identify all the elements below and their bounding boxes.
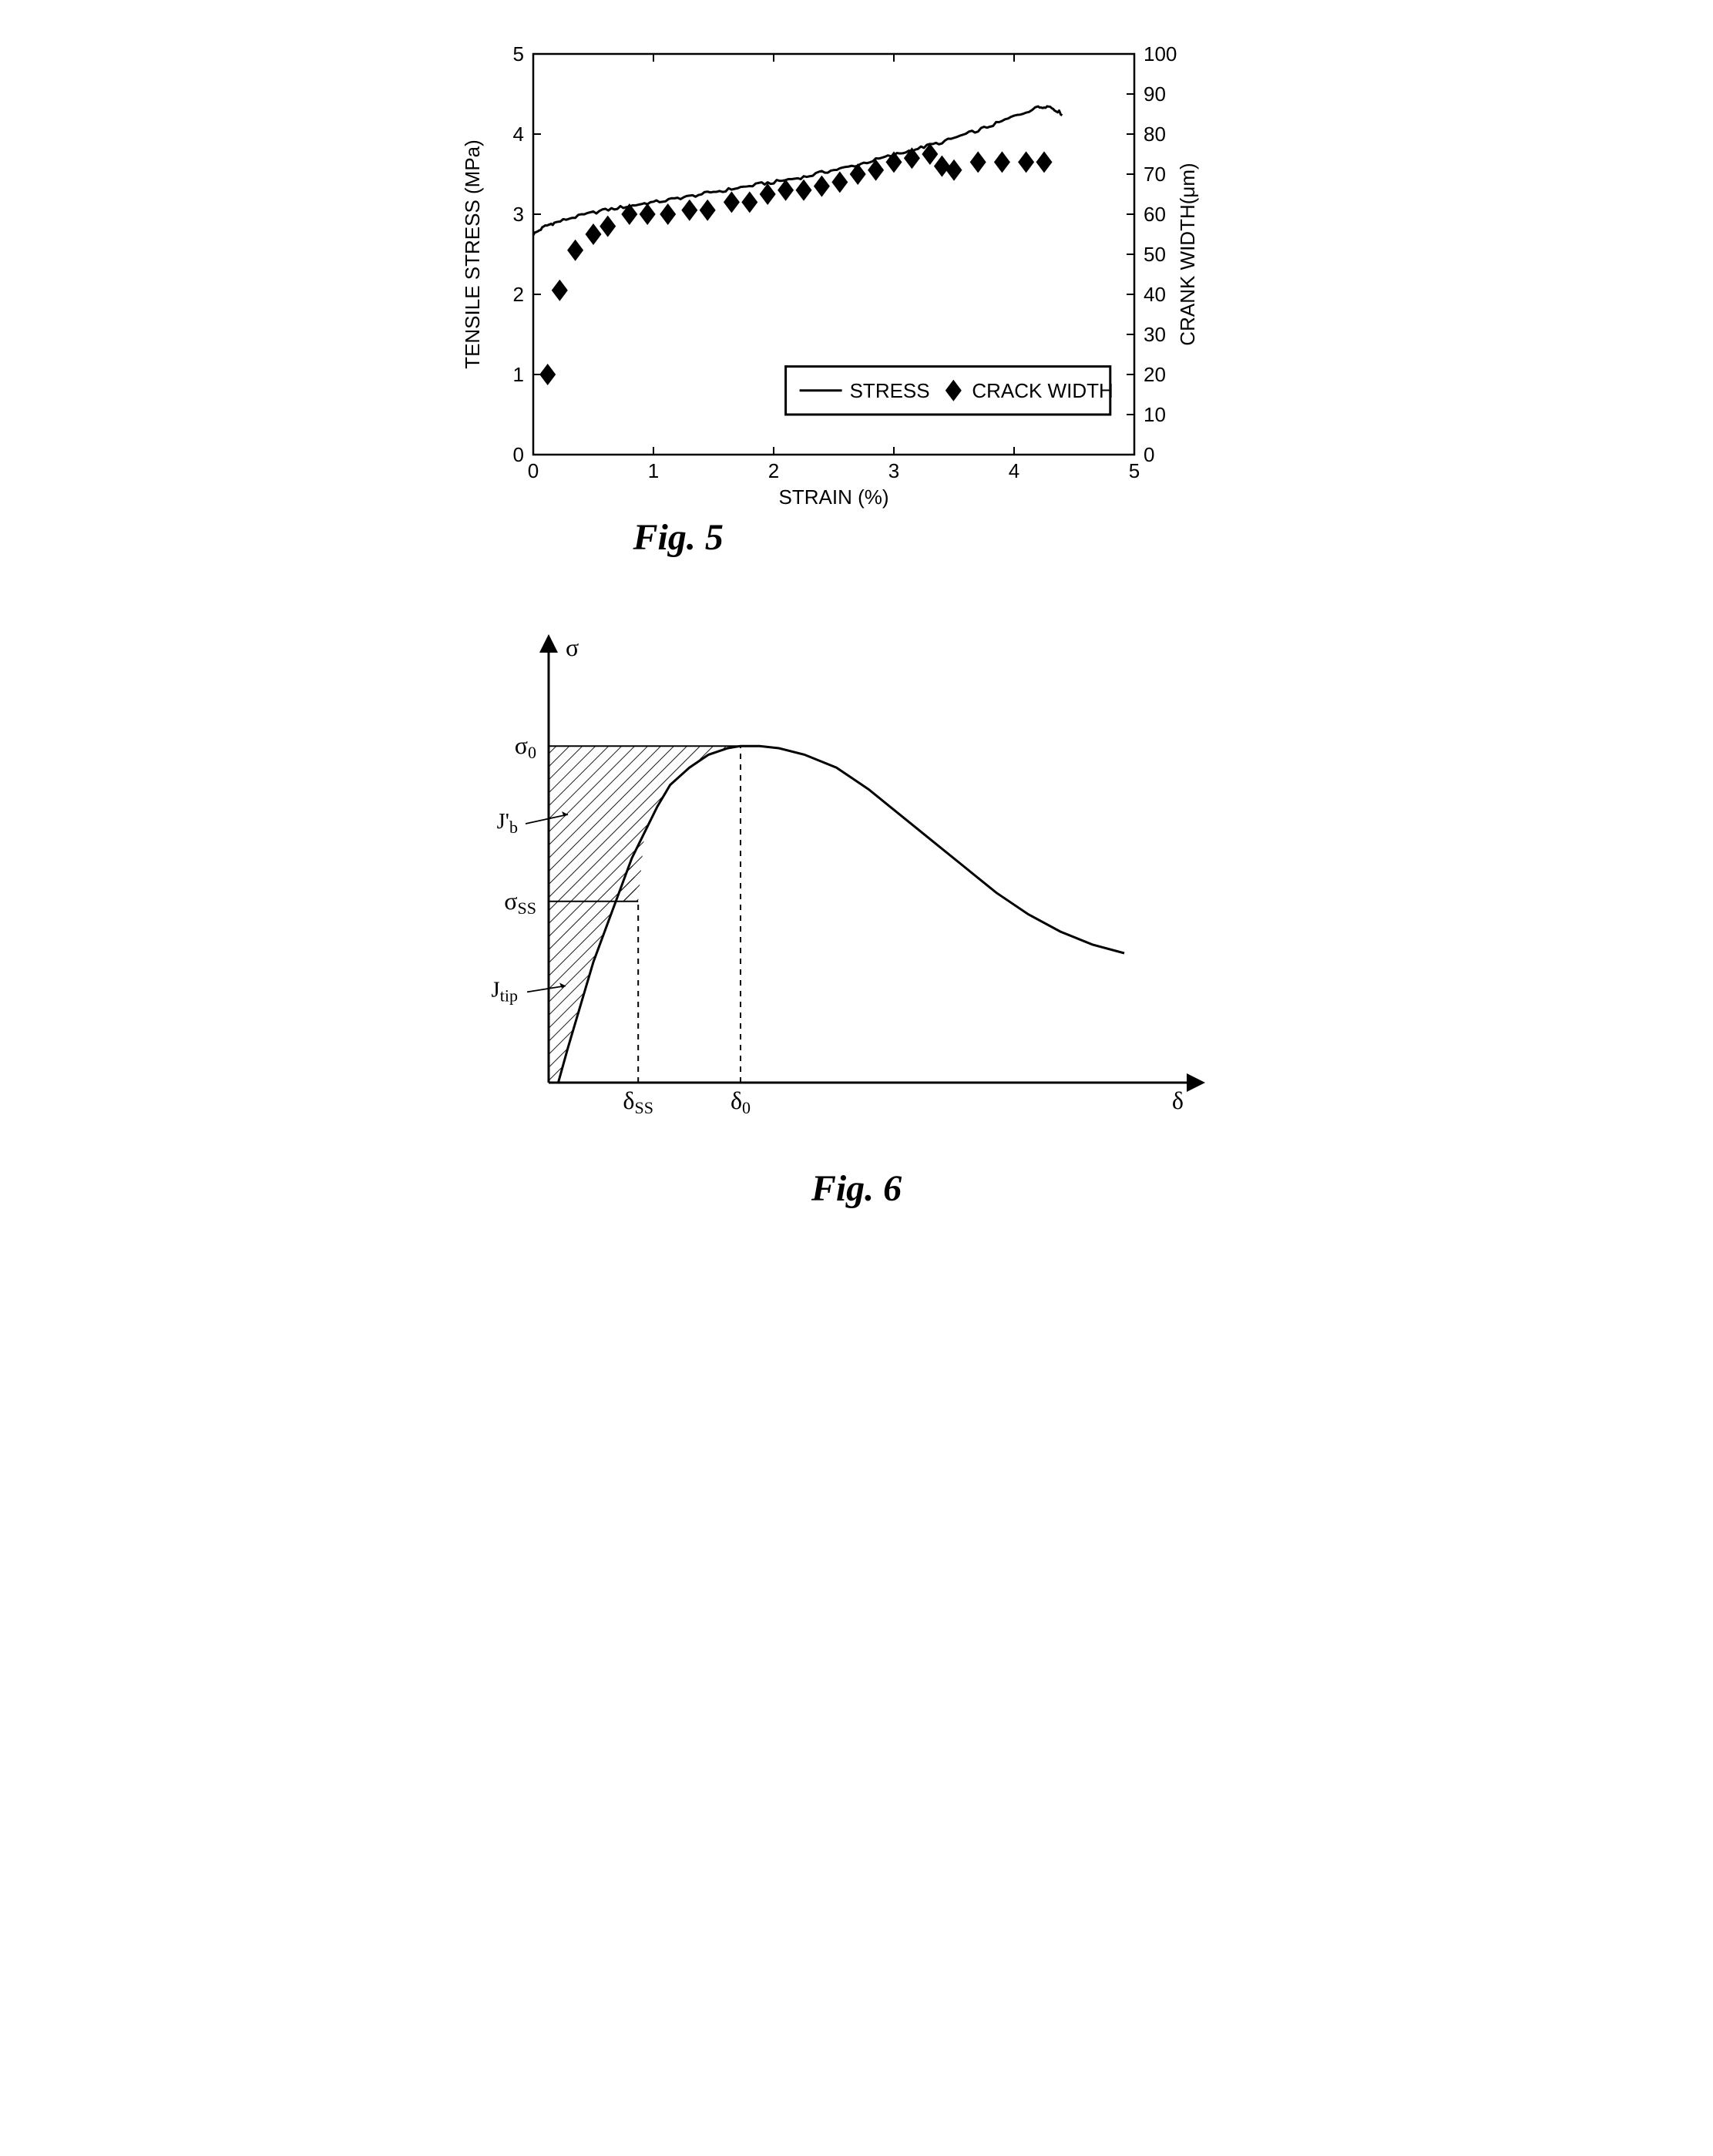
svg-text:80: 80: [1144, 123, 1166, 146]
svg-text:0: 0: [1144, 443, 1154, 466]
svg-text:CRANK WIDTH(μm): CRANK WIDTH(μm): [1176, 163, 1199, 345]
svg-text:2: 2: [512, 283, 523, 306]
svg-text:5: 5: [512, 42, 523, 65]
fig5-chart: 0123450123450102030405060708090100STRAIN…: [433, 31, 1204, 509]
svg-text:σ0: σ0: [514, 731, 536, 762]
svg-text:10: 10: [1144, 403, 1166, 426]
svg-text:40: 40: [1144, 283, 1166, 306]
svg-text:δ0: δ0: [730, 1086, 750, 1117]
fig6-caption: Fig. 6: [433, 1167, 1281, 1210]
svg-text:90: 90: [1144, 82, 1166, 106]
svg-text:δ: δ: [1171, 1086, 1183, 1114]
fig6-chart: σ σ0 σSS J'b Jtip δSS δ0 δ: [433, 620, 1242, 1160]
svg-text:5: 5: [1128, 459, 1139, 482]
svg-text:30: 30: [1144, 323, 1166, 346]
svg-text:3: 3: [512, 203, 523, 226]
svg-text:σ: σ: [566, 633, 579, 661]
svg-text:50: 50: [1144, 243, 1166, 266]
svg-text:Jtip: Jtip: [491, 977, 517, 1005]
svg-text:0: 0: [512, 443, 523, 466]
svg-text:4: 4: [512, 123, 523, 146]
svg-text:2: 2: [767, 459, 778, 482]
svg-text:70: 70: [1144, 163, 1166, 186]
svg-text:σSS: σSS: [504, 887, 536, 918]
svg-text:100: 100: [1144, 42, 1177, 65]
svg-text:0: 0: [527, 459, 538, 482]
svg-text:3: 3: [888, 459, 898, 482]
svg-text:CRACK WIDTH: CRACK WIDTH: [972, 379, 1113, 402]
svg-text:60: 60: [1144, 203, 1166, 226]
svg-text:STRESS: STRESS: [849, 379, 929, 402]
figure-5-container: 0123450123450102030405060708090100STRAIN…: [433, 31, 1281, 559]
fig5-caption: Fig. 5: [433, 516, 1281, 559]
figure-6-container: σ σ0 σSS J'b Jtip δSS δ0 δ Fig. 6: [433, 620, 1281, 1210]
svg-text:STRAIN (%): STRAIN (%): [778, 485, 888, 509]
svg-text:4: 4: [1008, 459, 1019, 482]
svg-text:J'b: J'b: [496, 809, 517, 837]
svg-text:1: 1: [512, 363, 523, 386]
svg-text:TENSILE STRESS (MPa): TENSILE STRESS (MPa): [461, 139, 484, 369]
svg-text:δSS: δSS: [623, 1086, 653, 1117]
svg-text:20: 20: [1144, 363, 1166, 386]
svg-text:1: 1: [647, 459, 658, 482]
